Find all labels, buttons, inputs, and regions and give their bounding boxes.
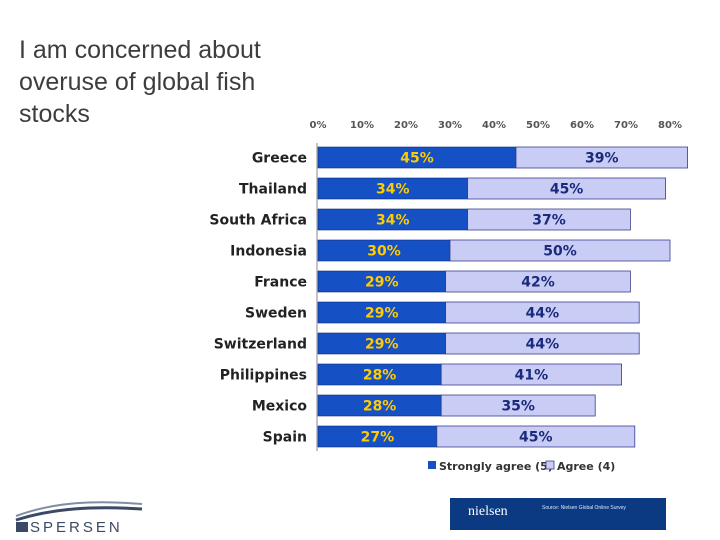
bar-agree xyxy=(445,332,640,355)
espersen-logo-text: SPERSEN xyxy=(30,519,123,536)
bar-agree xyxy=(440,394,596,417)
category-label: Spain xyxy=(263,430,307,446)
bar-agree xyxy=(449,239,671,262)
data-label-strongly-agree: 34% xyxy=(376,213,410,229)
legend-swatch-agree xyxy=(545,460,555,470)
bar-agree xyxy=(467,208,631,231)
slide-title: I am concerned about overuse of global f… xyxy=(19,36,261,128)
data-label-strongly-agree: 29% xyxy=(365,275,399,291)
data-label-agree: 44% xyxy=(526,306,560,322)
bar-agree xyxy=(445,270,631,293)
stacked-bar-chart: 0% 10% 20% 30% 40% 50% 60% 70% 80%Greece 45% 39%Th… xyxy=(209,120,689,473)
data-label-strongly-agree: 30% xyxy=(367,244,401,260)
data-label-agree: 42% xyxy=(521,275,555,291)
x-tick-label: 70% xyxy=(614,120,638,131)
data-label-agree: 45% xyxy=(550,182,584,198)
data-label-agree: 39% xyxy=(585,151,619,167)
data-label-strongly-agree: 28% xyxy=(363,368,397,384)
data-label-strongly-agree: 34% xyxy=(376,182,410,198)
legend-label-strongly-agree: Strongly agree (5) xyxy=(439,460,553,473)
x-tick-label: 60% xyxy=(570,120,594,131)
data-label-agree: 35% xyxy=(501,399,535,415)
data-label-agree: 50% xyxy=(543,244,577,260)
legend-swatch-strongly-agree xyxy=(428,461,436,469)
category-label: Indonesia xyxy=(230,244,307,260)
bar-agree xyxy=(445,301,640,324)
category-label: Greece xyxy=(252,151,307,167)
category-label: Switzerland xyxy=(214,337,307,353)
category-label: France xyxy=(254,275,307,291)
bar-agree xyxy=(515,146,689,169)
category-label: Sweden xyxy=(245,306,307,322)
x-tick-label: 40% xyxy=(482,120,506,131)
x-tick-label: 20% xyxy=(394,120,418,131)
espersen-logo xyxy=(15,501,143,532)
data-label-strongly-agree: 45% xyxy=(400,151,434,167)
category-label: Philippines xyxy=(220,368,307,384)
bar-agree xyxy=(440,363,623,386)
x-tick-label: 0% xyxy=(310,120,327,131)
data-label-strongly-agree: 29% xyxy=(365,306,399,322)
data-label-agree: 41% xyxy=(515,368,549,384)
data-label-strongly-agree: 27% xyxy=(361,430,395,446)
source-note: Source: Nielsen Global Online Survey xyxy=(542,505,626,511)
data-label-agree: 45% xyxy=(519,430,553,446)
x-tick-label: 80% xyxy=(658,120,682,131)
bar-agree xyxy=(436,425,636,448)
x-tick-label: 50% xyxy=(526,120,550,131)
category-label: Thailand xyxy=(239,182,307,198)
nielsen-logo-box: nielsen Source: Nielsen Global Online Su… xyxy=(450,498,666,530)
category-label: South Africa xyxy=(209,213,307,229)
data-label-strongly-agree: 29% xyxy=(365,337,399,353)
nielsen-logo-text: nielsen xyxy=(468,504,508,519)
bar-agree xyxy=(467,177,667,200)
data-label-agree: 44% xyxy=(526,337,560,353)
x-tick-label: 10% xyxy=(350,120,374,131)
x-tick-label: 30% xyxy=(438,120,462,131)
data-label-strongly-agree: 28% xyxy=(363,399,397,415)
data-label-agree: 37% xyxy=(532,213,566,229)
category-label: Mexico xyxy=(252,399,308,415)
legend-label-agree: Agree (4) xyxy=(557,460,615,473)
